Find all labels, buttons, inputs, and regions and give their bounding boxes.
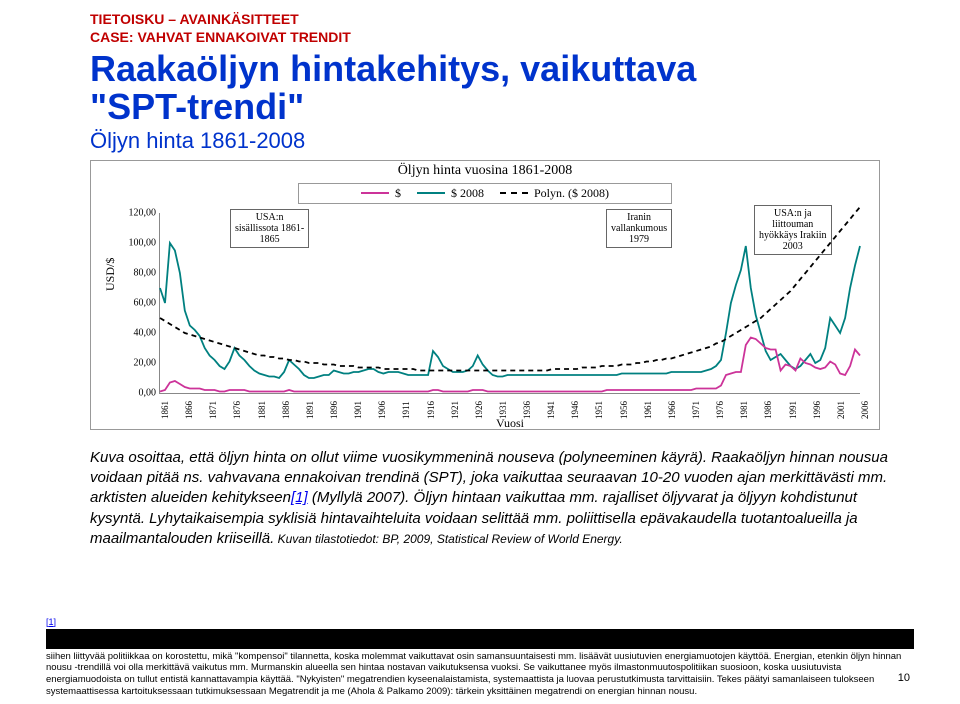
- xtick-label: 1931: [498, 401, 508, 419]
- legend-swatch-2008: [417, 192, 445, 194]
- plot-area: Vuosi 0,0020,0040,0060,0080,00100,00120,…: [159, 213, 860, 394]
- title-line2: "SPT-trendi": [90, 86, 304, 127]
- footnote-text: siihen liittyvää politiikkaa on korostet…: [46, 651, 901, 698]
- xtick-label: 1861: [160, 401, 170, 419]
- xtick-label: 1961: [643, 401, 653, 419]
- xtick-label: 1911: [401, 401, 411, 419]
- xtick-label: 1881: [257, 401, 267, 419]
- xtick-label: 1916: [426, 401, 436, 419]
- xtick-label: 1941: [546, 401, 556, 419]
- xtick-label: 1876: [232, 401, 242, 419]
- ytick-label: 20,00: [116, 357, 156, 368]
- legend-swatch-poly: [500, 192, 528, 194]
- legend-s3: Polyn. ($ 2008): [534, 186, 609, 201]
- footnote-ref[interactable]: [1]: [46, 617, 56, 627]
- page-number: 10: [898, 672, 910, 684]
- header-line2: CASE: VAHVAT ENNAKOIVAT TRENDIT: [90, 29, 351, 45]
- xtick-label: 1976: [715, 401, 725, 419]
- legend-swatch-nominal: [361, 192, 389, 194]
- oil-price-chart: Öljyn hinta vuosina 1861-2008 $ $ 2008 P…: [90, 160, 880, 430]
- xtick-label: 1986: [763, 401, 773, 419]
- xtick-label: 1866: [184, 401, 194, 419]
- subtitle: Öljyn hinta 1861-2008: [90, 128, 910, 154]
- body-small: Kuvan tilastotiedot: BP, 2009, Statistic…: [274, 532, 622, 546]
- xtick-label: 1871: [208, 401, 218, 419]
- xtick-label: 1966: [667, 401, 677, 419]
- header-line1: TIETOISKU – AVAINKÄSITTEET: [90, 11, 299, 27]
- footnote-black-strip: [46, 629, 914, 649]
- xtick-label: 1906: [377, 401, 387, 419]
- chart-legend: $ $ 2008 Polyn. ($ 2008): [298, 183, 672, 204]
- ytick-label: 40,00: [116, 327, 156, 338]
- footnote-block: [1] siihen liittyvää politiikkaa on koro…: [0, 617, 960, 704]
- chart-title: Öljyn hinta vuosina 1861-2008: [91, 161, 879, 179]
- xtick-label: 1971: [691, 401, 701, 419]
- ytick-label: 60,00: [116, 297, 156, 308]
- xtick-label: 1956: [619, 401, 629, 419]
- xtick-label: 1901: [353, 401, 363, 419]
- xtick-label: 1926: [474, 401, 484, 419]
- ytick-label: 120,00: [116, 207, 156, 218]
- body-ref-link[interactable]: [1]: [291, 489, 308, 506]
- xtick-label: 2006: [860, 401, 870, 419]
- xtick-label: 1951: [594, 401, 604, 419]
- title-line1: Raakaöljyn hintakehitys, vaikuttava: [90, 48, 696, 89]
- legend-s2: $ 2008: [451, 186, 484, 201]
- ytick-label: 0,00: [116, 387, 156, 398]
- xtick-label: 1896: [329, 401, 339, 419]
- xtick-label: 1886: [281, 401, 291, 419]
- body-paragraph: Kuva osoittaa, että öljyn hinta on ollut…: [90, 448, 890, 549]
- xtick-label: 1936: [522, 401, 532, 419]
- xtick-label: 1991: [788, 401, 798, 419]
- legend-s1: $: [395, 186, 401, 201]
- xtick-label: 1996: [812, 401, 822, 419]
- xtick-label: 2001: [836, 401, 846, 419]
- xtick-label: 1891: [305, 401, 315, 419]
- xtick-label: 1946: [570, 401, 580, 419]
- xtick-label: 1981: [739, 401, 749, 419]
- xtick-label: 1921: [450, 401, 460, 419]
- ytick-label: 100,00: [116, 237, 156, 248]
- ytick-label: 80,00: [116, 267, 156, 278]
